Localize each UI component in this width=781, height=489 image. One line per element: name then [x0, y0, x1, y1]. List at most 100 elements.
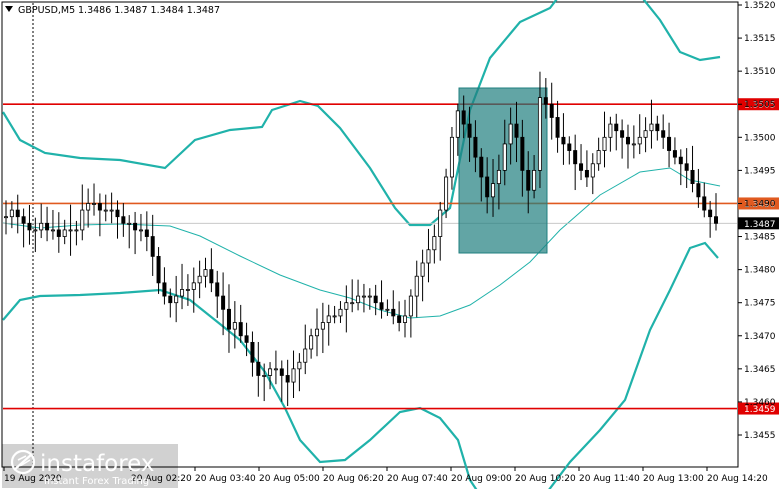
candle-bear: [461, 110, 466, 125]
candle-bear: [285, 375, 290, 383]
x-tick-label: 20 Aug 02:20: [131, 474, 192, 484]
x-tick-label: 20 Aug 10:20: [515, 474, 576, 484]
candle-bull: [590, 163, 595, 178]
candle-bear: [584, 169, 589, 178]
candle-bull: [268, 368, 273, 376]
x-tick-label: 20 Aug 05:00: [259, 474, 320, 484]
candle-bear: [702, 196, 707, 211]
candle-bull: [191, 282, 196, 290]
ohlc-label: 1.3486 1.3487 1.3484 1.3487: [78, 5, 220, 16]
candle-bull: [320, 322, 325, 330]
x-tick-label: 20 Aug 03:40: [195, 474, 256, 484]
candle-bull: [649, 123, 654, 132]
candle-bear: [579, 163, 584, 171]
candle-bear: [672, 150, 677, 158]
y-tick-label: 1.3505: [744, 100, 776, 110]
candle-bull: [508, 123, 513, 145]
y-tick-label: 1.3500: [744, 133, 776, 143]
candle-bull: [185, 289, 190, 291]
candle-bull: [602, 136, 607, 151]
candle-bear: [279, 368, 284, 376]
candle-bull: [537, 97, 542, 171]
y-tick-label: 1.3475: [744, 299, 776, 309]
watermark: instaforex Instant Forex Trading: [2, 444, 178, 488]
y-tick-label: 1.3460: [744, 398, 776, 408]
x-tick-label: 20 Aug 14:20: [707, 474, 768, 484]
candle-bear: [238, 322, 243, 337]
upper-band: [2, 0, 721, 227]
candle-bull: [631, 143, 636, 146]
candle-bull: [197, 275, 202, 284]
candle-bull: [596, 150, 601, 165]
candle-bull: [496, 169, 501, 185]
candle-bull: [426, 249, 431, 264]
candle-bull: [356, 295, 361, 304]
candle-bull: [361, 295, 366, 298]
x-tick-label: 19 Aug 2020: [4, 474, 62, 484]
candle-bear: [561, 136, 566, 145]
x-tick-label: 20 Aug 06:20: [323, 474, 384, 484]
current-price-tag: [738, 217, 779, 230]
candle-bear: [526, 169, 531, 191]
candle-bull: [273, 368, 278, 371]
candle-bull: [502, 143, 507, 171]
candle-bull: [314, 328, 319, 337]
level-tag: [738, 402, 779, 415]
candle-bear: [168, 295, 173, 304]
candle-bull: [291, 368, 296, 383]
candle-bear: [250, 341, 255, 363]
y-tick-label: 1.3520: [744, 1, 776, 11]
candle-bear: [473, 136, 478, 158]
candle-bear: [479, 156, 484, 178]
candle-bear: [209, 269, 214, 284]
candle-bull: [332, 315, 337, 318]
y-tick-label: 1.3515: [744, 34, 776, 44]
candle-bear: [690, 169, 695, 185]
current-price-label: 1.3487: [744, 220, 776, 230]
instaforex-logo-icon: [10, 449, 36, 475]
level-tag: [738, 98, 779, 111]
candle-bull: [203, 269, 208, 277]
y-tick-label: 1.3480: [744, 266, 776, 276]
candle-bull: [385, 308, 390, 311]
candle-bull: [338, 308, 343, 317]
candle-bear: [379, 302, 384, 310]
candle-bull: [74, 229, 79, 232]
candle-bear: [21, 216, 26, 224]
candle-bear: [543, 97, 548, 105]
candle-bear: [144, 229, 149, 237]
x-tick-label: 20 Aug 13:00: [643, 474, 704, 484]
candle-bear: [625, 136, 630, 145]
candle-bull: [50, 229, 55, 232]
candle-bull: [232, 322, 237, 330]
candle-bear: [667, 136, 672, 151]
candle-bear: [56, 229, 61, 237]
candle-bull: [444, 176, 449, 211]
candle-bull: [9, 209, 14, 218]
dropdown-triangle-icon[interactable]: [5, 6, 13, 12]
candle-bear: [714, 216, 719, 224]
candle-bear: [226, 308, 231, 330]
candle-bull: [174, 295, 179, 304]
candle-bull: [408, 295, 413, 317]
candle-bull: [297, 361, 302, 370]
level-label: 1.3505: [744, 101, 776, 111]
candle-bull: [103, 209, 108, 212]
level-tag: [738, 197, 779, 210]
candle-bull: [326, 315, 331, 323]
candle-bear: [45, 222, 50, 231]
candle-bull: [309, 335, 314, 350]
lower-band: [2, 241, 719, 489]
candle-bear: [573, 150, 578, 165]
level-label: 1.3490: [744, 200, 776, 210]
candle-bear: [133, 222, 138, 231]
candle-bull: [350, 302, 355, 305]
watermark-tagline: Instant Forex Trading: [44, 476, 149, 487]
candle-bear: [97, 203, 102, 211]
candle-bull: [4, 216, 9, 219]
candle-bear: [620, 130, 625, 138]
watermark-brand: instaforex: [40, 451, 155, 477]
candle-bear: [15, 209, 20, 218]
